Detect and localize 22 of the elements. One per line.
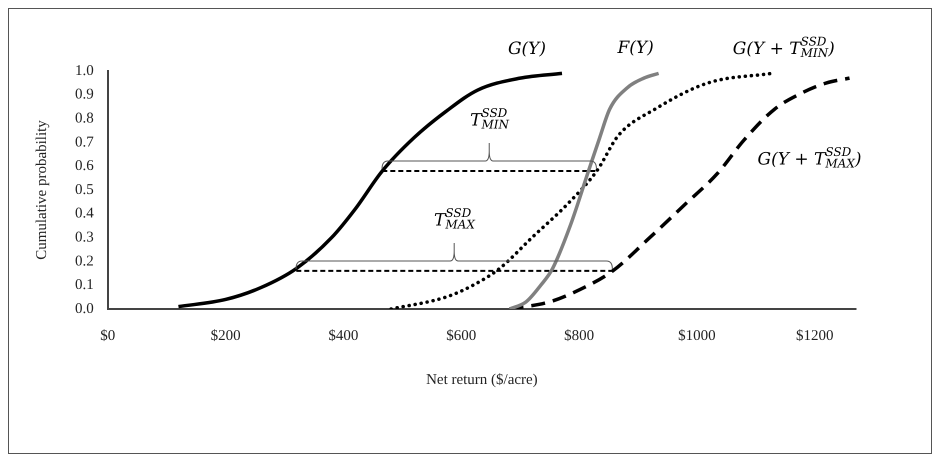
y-tick-label: 0.3 [75, 230, 94, 246]
x-tick-label: $400 [328, 328, 358, 344]
y-tick-label: 0.5 [75, 182, 94, 198]
y-tick-label: 0.7 [75, 134, 94, 150]
x-tick-label: $1200 [796, 328, 834, 344]
x-tick-label: $800 [564, 328, 594, 344]
x-axis-title: Net return ($/acre) [426, 372, 538, 388]
y-tick-label: 0.6 [75, 158, 94, 174]
x-tick-label: $600 [446, 328, 476, 344]
y-tick-label: 1.0 [75, 62, 94, 79]
y-axis-title: Cumulative probability [34, 120, 50, 260]
y-tick-label: 0.8 [75, 110, 94, 127]
y-tick-label: 0.2 [75, 253, 94, 270]
x-tick-label: $200 [210, 328, 241, 344]
x-tick-label: $1000 [678, 328, 716, 344]
series-label: G(Y) [508, 38, 546, 59]
y-tick-label: 0.9 [75, 86, 94, 103]
y-tick-label: 0.1 [75, 277, 94, 294]
y-tick-label: 0.0 [75, 300, 94, 317]
y-tick-label: 0.4 [75, 206, 94, 222]
x-tick-label: $0 [100, 328, 116, 344]
series-label: F(Y) [616, 38, 654, 58]
